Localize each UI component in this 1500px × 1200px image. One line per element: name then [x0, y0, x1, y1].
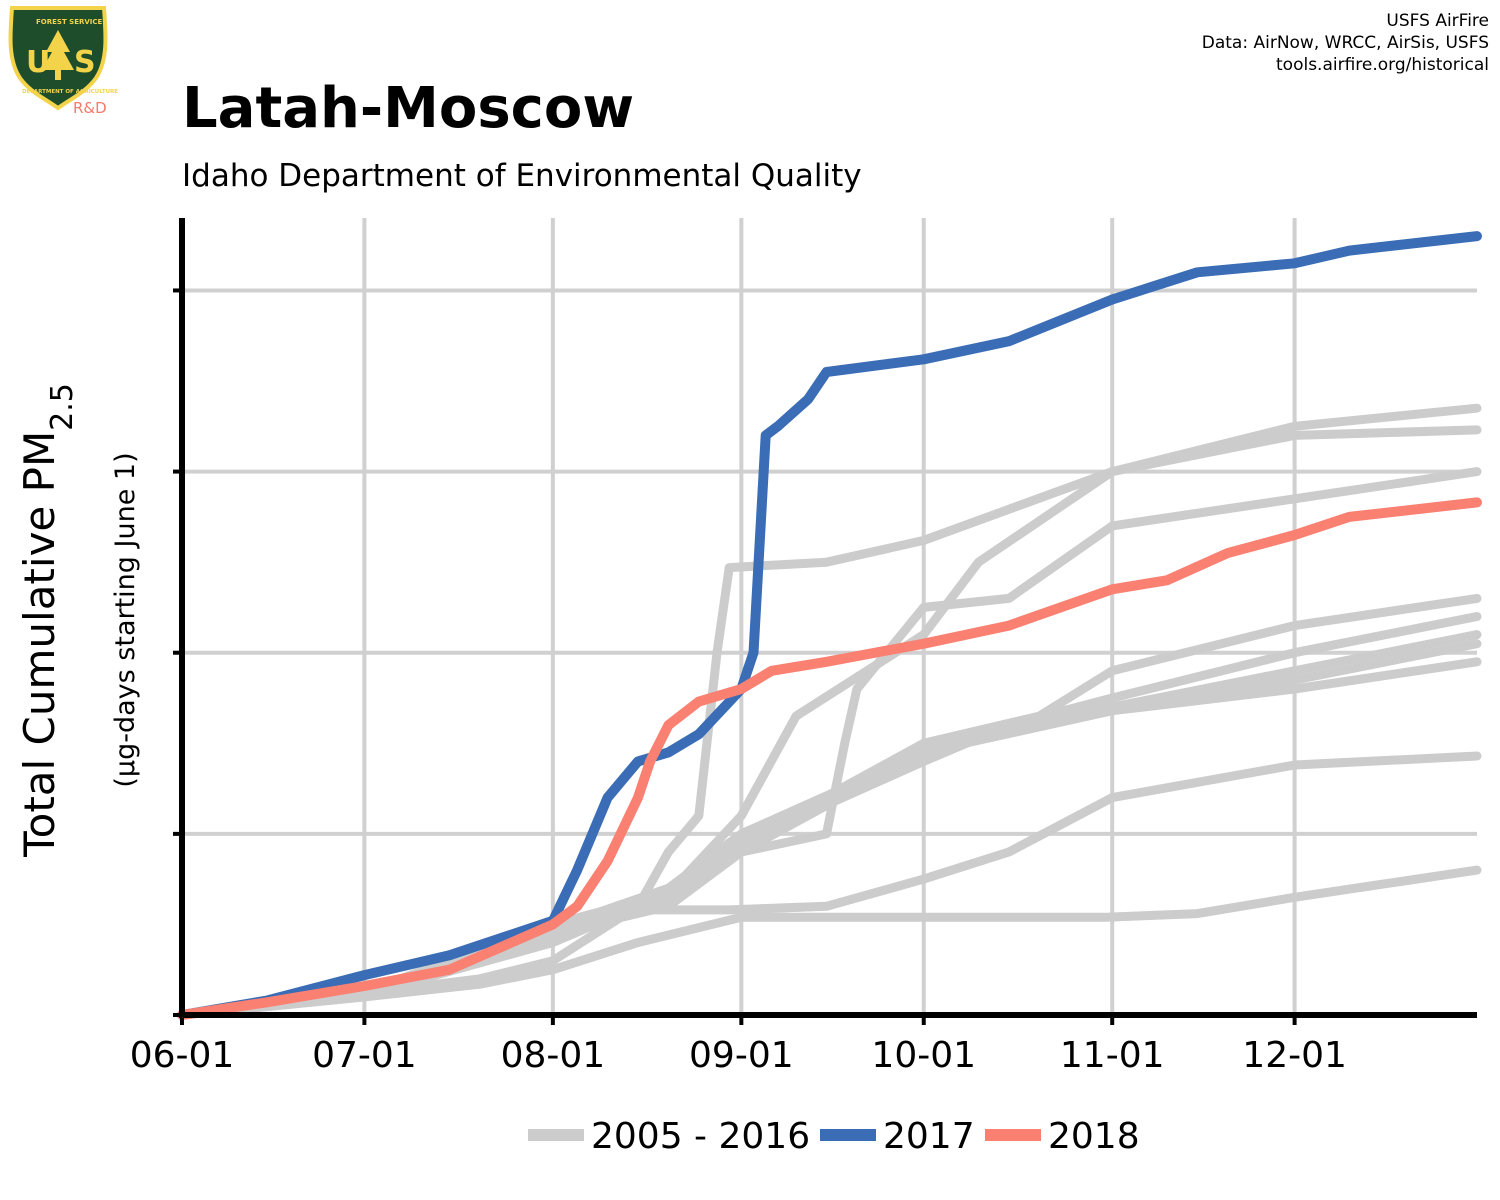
logo-ring-bottom: DEPARTMENT OF AGRICULTURE	[22, 89, 118, 95]
legend: 2005 - 2016 2017 2018	[528, 1116, 1140, 1157]
logo-letter-s: S	[74, 45, 96, 80]
x-tick-label: 08-01	[501, 1035, 606, 1076]
credit-line-2: Data: AirNow, WRCC, AirSis, USFS	[1202, 33, 1489, 53]
series-line-historical-3	[177, 467, 1482, 1020]
series-line-y2018	[177, 497, 1482, 1020]
x-tick-label: 09-01	[689, 1035, 794, 1076]
usfs-shield-icon: U S FOREST SERVICE DEPARTMENT OF AGRICUL…	[8, 6, 118, 117]
series-layer	[177, 231, 1482, 1020]
logo-letter-u: U	[26, 45, 50, 80]
credit-line-3: tools.airfire.org/historical	[1276, 55, 1489, 75]
legend-label: 2005 - 2016	[591, 1116, 810, 1157]
page-subtitle: Idaho Department of Environmental Qualit…	[182, 158, 862, 194]
series-line-historical-10	[177, 865, 1482, 1020]
logo-tag: R&D	[73, 99, 107, 117]
y-axis-title: Total Cumulative PM2.5	[15, 383, 80, 858]
x-tick-label: 12-01	[1242, 1035, 1347, 1076]
legend-label: 2018	[1048, 1116, 1140, 1157]
x-tick-labels: 06-01 07-01 08-01 09-01 10-01 11-01 12-01	[130, 1035, 1347, 1076]
series-line-historical-2	[177, 425, 1482, 1020]
series-line-y2017	[177, 231, 1482, 1020]
grid-lines	[182, 218, 1477, 1015]
legend-label: 2017	[883, 1116, 975, 1157]
series-line-historical-1	[177, 403, 1482, 1020]
x-tick-label: 11-01	[1060, 1035, 1165, 1076]
page-title: Latah-Moscow	[182, 76, 634, 141]
y-axis-subtitle: (µg-days starting June 1)	[110, 452, 141, 787]
x-tick-label: 06-01	[130, 1035, 235, 1076]
x-tick-label: 07-01	[312, 1035, 417, 1076]
logo-ring-top: FOREST SERVICE	[36, 18, 103, 26]
series-line-historical-8	[177, 657, 1482, 1020]
axes	[173, 218, 1477, 1025]
credit-line-1: USFS AirFire	[1386, 11, 1489, 31]
x-tick-label: 10-01	[871, 1035, 976, 1076]
